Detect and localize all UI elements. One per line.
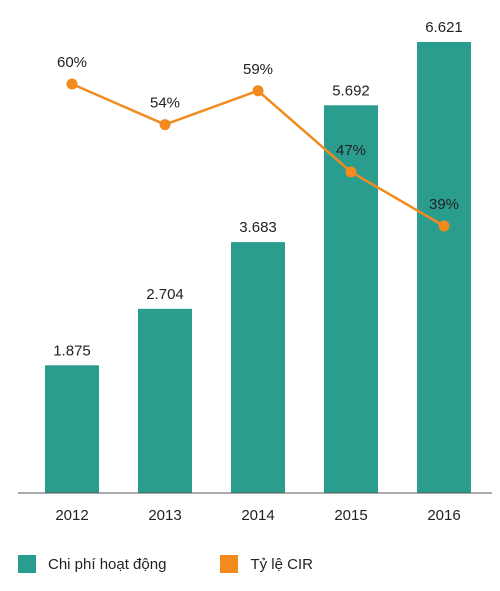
cir-point-2013 <box>159 119 171 131</box>
bar-2012 <box>45 365 99 493</box>
x-tick-2012: 2012 <box>55 507 88 524</box>
cir-line <box>71 82 445 228</box>
bar-2013 <box>138 308 192 493</box>
bar-label-2015: 5.692 <box>332 82 370 99</box>
bar-label-2016: 6.621 <box>425 19 463 36</box>
legend: Chi phí hoạt động Tỷ lệ CIR <box>18 555 367 573</box>
legend-label-operating-cost: Chi phí hoạt động <box>48 555 167 573</box>
cir-label-2013: 54% <box>150 95 180 112</box>
cir-label-2014: 59% <box>243 61 273 78</box>
cir-label-2016: 39% <box>429 196 459 213</box>
cir-point-2016 <box>438 220 450 232</box>
x-tick-2014: 2014 <box>241 507 274 524</box>
bar-2016 <box>417 42 471 493</box>
bar-label-2012: 1.875 <box>53 342 91 359</box>
legend-swatch-cir <box>220 555 239 573</box>
cir-label-2012: 60% <box>57 54 87 71</box>
legend-item-cir: Tỷ lệ CIR <box>220 555 313 573</box>
x-tick-2016: 2016 <box>427 507 460 524</box>
x-tick-2015: 2015 <box>334 507 367 524</box>
bar-2014 <box>231 242 285 493</box>
cir-label-2015: 47% <box>336 142 366 159</box>
bar-label-2013: 2.704 <box>146 286 184 303</box>
cir-point-2012 <box>66 78 78 90</box>
legend-item-operating-cost: Chi phí hoạt động <box>18 555 166 573</box>
legend-label-cir: Tỷ lệ CIR <box>250 555 313 573</box>
cir-point-2015 <box>345 166 357 178</box>
cir-point-2014 <box>252 85 264 97</box>
bar-2015 <box>324 105 378 493</box>
bar-label-2014: 3.683 <box>239 219 277 236</box>
x-tick-2013: 2013 <box>148 507 181 524</box>
legend-swatch-operating-cost <box>18 555 36 573</box>
